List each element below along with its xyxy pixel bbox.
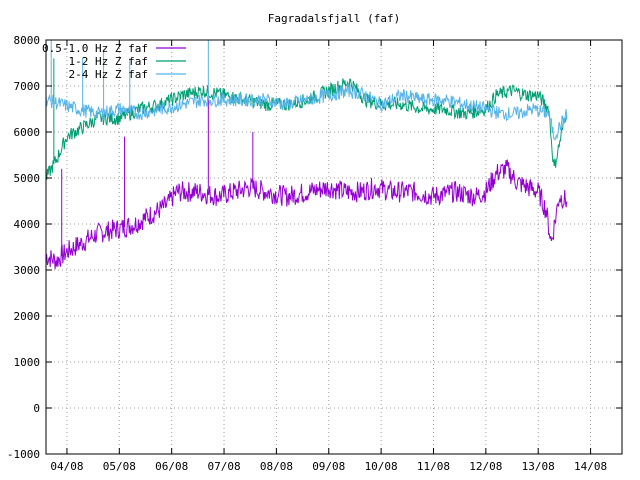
x-tick-label: 07/08 [207,460,240,473]
y-tick-label: 4000 [14,218,41,231]
x-tick-label: 13/08 [522,460,555,473]
y-tick-label: 0 [33,402,40,415]
y-tick-label: 1000 [14,356,41,369]
series-3 [45,40,568,142]
y-tick-label: 3000 [14,264,41,277]
legend-label: 0.5-1.0 Hz Z faf [42,42,148,55]
chart-title: Fagradalsfjall (faf) [268,12,400,25]
series-line [45,159,568,270]
series-line [45,84,568,142]
x-tick-label: 09/08 [312,460,345,473]
y-tick-label: -1000 [7,448,40,461]
grid [46,40,622,454]
series-layer [45,40,568,270]
y-tick-label: 6000 [14,126,41,139]
legend-label: 2-4 Hz Z faf [69,68,148,81]
y-tick-label: 2000 [14,310,41,323]
ticks: -1000 0 1000 2000 3000 4000 5000 6000 7000 8000 04… [7,34,622,473]
x-tick-label: 11/08 [417,460,450,473]
x-tick-label: 10/08 [365,460,398,473]
x-tick-label: 08/08 [260,460,293,473]
x-tick-label: 05/08 [103,460,136,473]
y-tick-label: 8000 [14,34,41,47]
x-tick-label: 12/08 [469,460,502,473]
y-tick-label: 5000 [14,172,41,185]
x-tick-label: 14/08 [574,460,607,473]
x-tick-label: 06/08 [155,460,188,473]
plot-frame [45,39,623,455]
y-tick-label: 7000 [14,80,41,93]
series-1 [45,90,568,270]
legend-label: 1-2 Hz Z faf [69,55,148,68]
x-tick-label: 04/08 [50,460,83,473]
